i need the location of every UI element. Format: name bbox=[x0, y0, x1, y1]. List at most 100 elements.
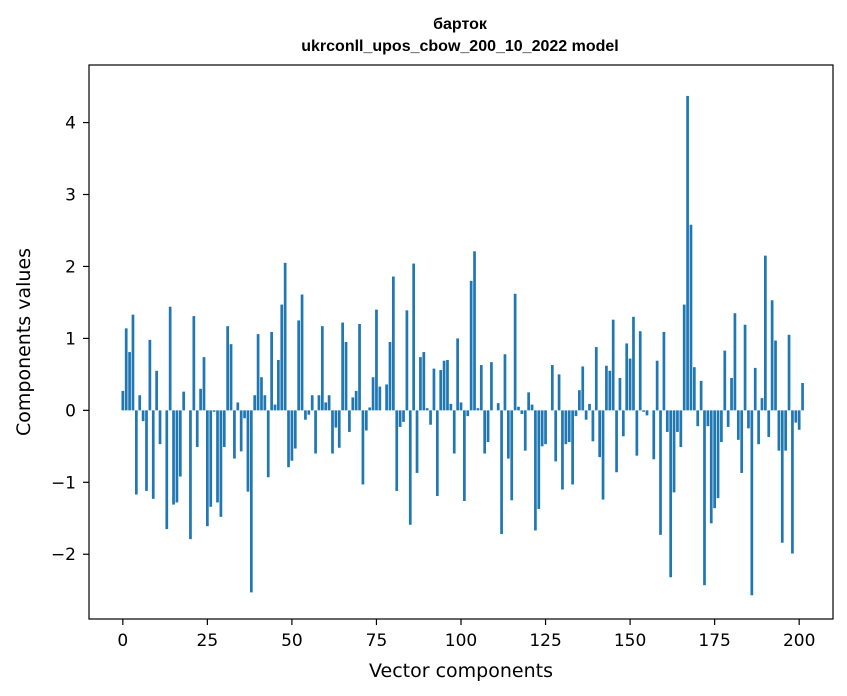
bar bbox=[527, 392, 530, 411]
bar bbox=[131, 314, 135, 411]
bar bbox=[371, 377, 375, 411]
bar bbox=[320, 326, 324, 411]
bar bbox=[209, 410, 213, 507]
bar bbox=[726, 410, 730, 427]
bar bbox=[736, 410, 740, 440]
bar bbox=[368, 407, 372, 411]
bar bbox=[405, 310, 409, 411]
bar bbox=[753, 367, 757, 411]
bar bbox=[645, 410, 649, 416]
bar bbox=[246, 410, 250, 492]
x-tick-label: 75 bbox=[366, 631, 388, 651]
bar bbox=[229, 344, 233, 411]
bar bbox=[564, 410, 568, 445]
bar bbox=[706, 410, 710, 427]
bar bbox=[479, 365, 483, 411]
bar bbox=[128, 352, 131, 411]
bar bbox=[625, 343, 629, 411]
bar bbox=[280, 304, 284, 411]
x-axis-ticks: 0 25 50 75 100 125 150 175 200 bbox=[117, 619, 815, 651]
bar bbox=[638, 331, 642, 411]
bar bbox=[273, 404, 277, 411]
bar bbox=[544, 410, 547, 445]
bar bbox=[300, 294, 304, 411]
bar bbox=[476, 408, 480, 411]
bar bbox=[571, 410, 574, 485]
bar bbox=[182, 391, 186, 411]
bar bbox=[341, 322, 344, 411]
bar bbox=[178, 410, 182, 477]
bar bbox=[463, 410, 466, 501]
bar bbox=[628, 358, 632, 411]
bar bbox=[584, 410, 588, 420]
bar bbox=[364, 410, 368, 431]
bar bbox=[459, 402, 463, 411]
bar bbox=[665, 410, 669, 432]
bar bbox=[550, 365, 554, 411]
bar bbox=[324, 402, 328, 411]
bar bbox=[615, 410, 618, 473]
bar bbox=[669, 410, 673, 578]
bar bbox=[791, 410, 794, 554]
bar bbox=[358, 324, 361, 411]
bar bbox=[263, 395, 267, 411]
bar bbox=[760, 398, 764, 411]
chart-title-line-2: ukrconll_upos_cbow_200_10_2022 model bbox=[301, 38, 618, 55]
y-tick-label: 3 bbox=[65, 186, 76, 206]
bar bbox=[723, 350, 727, 411]
bar bbox=[189, 410, 192, 540]
bar bbox=[435, 410, 439, 496]
x-tick-label: 125 bbox=[529, 631, 561, 651]
y-tick-label: 0 bbox=[65, 401, 76, 421]
bar bbox=[236, 402, 240, 411]
bar bbox=[632, 316, 635, 411]
bar bbox=[554, 410, 558, 462]
bar bbox=[689, 224, 693, 411]
bar bbox=[605, 365, 608, 411]
bar bbox=[277, 359, 280, 411]
bar bbox=[226, 326, 230, 411]
bar bbox=[419, 357, 422, 411]
bar bbox=[574, 410, 578, 417]
bar bbox=[429, 410, 432, 425]
bar bbox=[354, 390, 358, 411]
x-tick-label: 150 bbox=[614, 631, 646, 651]
x-tick-label: 0 bbox=[117, 631, 128, 651]
y-tick-label: −2 bbox=[51, 545, 76, 565]
bar bbox=[310, 395, 314, 411]
bar bbox=[692, 367, 696, 411]
bar bbox=[395, 410, 399, 491]
bar bbox=[141, 410, 145, 422]
y-tick-label: 1 bbox=[65, 329, 76, 349]
y-axis-label: Components values bbox=[13, 248, 35, 436]
bar bbox=[348, 410, 351, 432]
y-tick-label: −1 bbox=[51, 473, 76, 493]
x-axis-label: Vector components bbox=[369, 660, 553, 682]
bar bbox=[165, 410, 169, 530]
bar bbox=[801, 383, 804, 411]
bar bbox=[594, 347, 598, 411]
bar bbox=[253, 395, 257, 411]
bar bbox=[304, 410, 307, 420]
plot-area-frame bbox=[88, 64, 834, 620]
bar bbox=[222, 410, 226, 448]
bar bbox=[510, 410, 514, 501]
bar bbox=[496, 403, 500, 411]
bar bbox=[672, 410, 676, 493]
bar bbox=[412, 263, 416, 411]
bar bbox=[290, 410, 294, 461]
bar bbox=[794, 410, 798, 423]
bar bbox=[212, 410, 216, 412]
bar bbox=[344, 342, 348, 411]
bar bbox=[155, 370, 158, 411]
x-tick-label: 50 bbox=[281, 631, 303, 651]
bar bbox=[307, 410, 311, 415]
bar bbox=[730, 377, 733, 411]
bar bbox=[486, 410, 490, 443]
bar bbox=[456, 338, 459, 411]
bar bbox=[138, 395, 142, 411]
bar bbox=[361, 410, 365, 485]
bar bbox=[598, 410, 602, 458]
bar bbox=[334, 410, 338, 428]
